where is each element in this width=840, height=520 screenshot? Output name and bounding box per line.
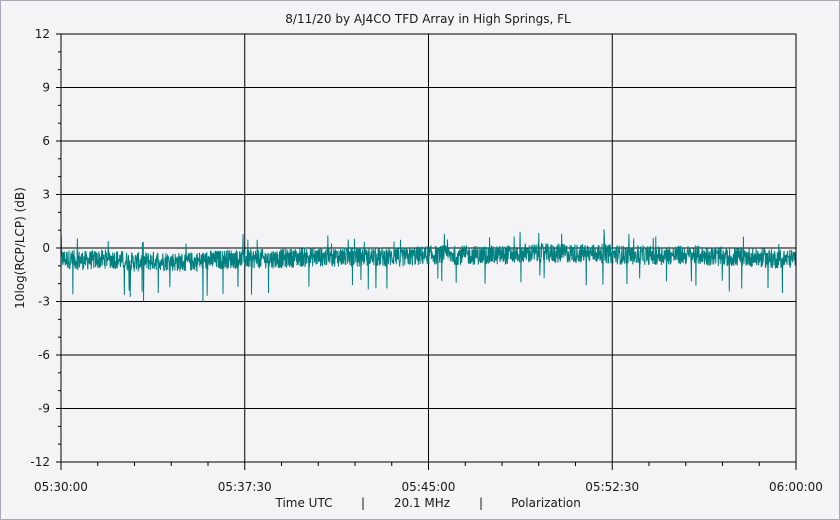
chart-title: 8/11/20 by AJ4CO TFD Array in High Sprin…	[285, 12, 571, 26]
y-tick-label: 12	[35, 27, 50, 41]
footer-time-label: Time UTC	[275, 496, 333, 510]
y-axis-label: 10log(RCP/LCP) (dB)	[13, 187, 27, 309]
x-tick-label: 06:00:00	[769, 480, 823, 494]
y-tick-label: -3	[38, 295, 50, 309]
y-tick-labels: 12 9 6 3 0 -3 -6 -9 -12	[30, 27, 50, 469]
x-tick-label: 05:30:00	[34, 480, 88, 494]
y-tick-label: -9	[38, 402, 50, 416]
y-tick-label: 6	[42, 134, 50, 148]
data-series	[60, 229, 797, 303]
y-tick-label: 9	[42, 81, 50, 95]
footer-separator: |	[361, 496, 365, 510]
x-tick-label: 05:52:30	[585, 480, 639, 494]
y-tick-label: 3	[42, 188, 50, 202]
x-tick-label: 05:37:30	[218, 480, 272, 494]
x-tick-labels: 05:30:00 05:37:30 05:45:00 05:52:30 06:00:00	[34, 480, 823, 494]
grid-lines	[60, 33, 797, 463]
footer-mode-label: Polarization	[511, 496, 581, 510]
series-line	[60, 229, 797, 303]
y-tick-label: 0	[42, 241, 50, 255]
footer-separator: |	[479, 496, 483, 510]
x-axis-footer: Time UTC | 20.1 MHz | Polarization	[275, 496, 581, 510]
y-tick-label: -6	[38, 348, 50, 362]
x-tick-label: 05:45:00	[402, 480, 456, 494]
footer-frequency-label: 20.1 MHz	[394, 496, 450, 510]
axis-ticks	[56, 33, 797, 470]
y-tick-label: -12	[30, 455, 50, 469]
